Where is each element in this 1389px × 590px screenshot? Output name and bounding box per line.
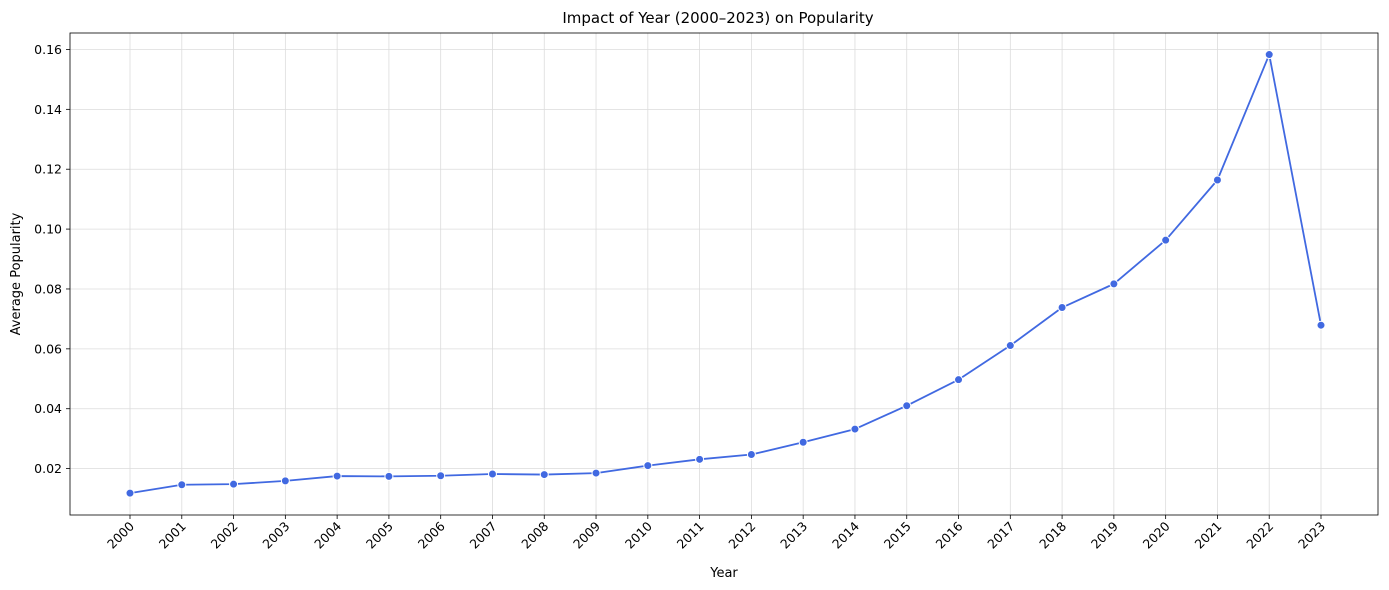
x-tick-label: 2021 [1191,519,1224,552]
data-point [643,461,653,471]
x-axis-ticks: 2000 2001 2002 2003 2004 2005 2006 2007 2008 2009… [104,515,1328,552]
data-point [177,480,187,490]
y-axis-ticks: 0.02 0.04 0.06 0.08 0.10 0.12 0.14 0.16 [34,42,70,476]
data-point [1057,303,1067,313]
y-tick-label: 0.16 [34,42,62,57]
x-tick-label: 2010 [622,518,655,551]
x-tick-label: 2012 [725,519,758,552]
x-tick-label: 2001 [156,519,189,552]
data-point [1109,279,1119,289]
x-tick-label: 2014 [829,518,862,551]
data-point [280,476,290,486]
x-tick-label: 2007 [466,519,499,552]
data-point [1264,50,1274,60]
x-tick-label: 2019 [1088,518,1121,551]
x-tick-label: 2009 [570,518,603,551]
x-tick-label: 2018 [1036,518,1069,551]
data-point [1161,235,1171,245]
x-axis-label: Year [709,566,738,581]
data-point [539,470,549,480]
y-tick-label: 0.06 [34,341,62,356]
data-point [591,468,601,478]
data-point [695,454,705,464]
x-tick-label: 2016 [933,518,966,551]
series-line [129,53,1322,495]
data-point [436,471,446,481]
data-point [384,471,394,481]
x-tick-label: 2023 [1295,519,1328,552]
y-tick-label: 0.10 [34,222,62,237]
series-layer [125,50,1326,498]
data-point [487,469,497,479]
x-tick-label: 2011 [674,519,707,552]
x-tick-label: 2005 [363,519,396,552]
data-point [798,437,808,447]
data-point [954,375,964,385]
data-point [1316,320,1326,330]
y-tick-label: 0.02 [34,461,62,476]
y-axis-label: Average Popularity [9,212,24,335]
x-tick-label: 2020 [1140,518,1173,551]
grid [70,33,1378,515]
x-tick-label: 2000 [104,518,137,551]
plot-area-frame [69,32,1379,516]
data-point [332,471,342,481]
y-tick-label: 0.08 [34,281,62,296]
x-tick-label: 2017 [984,519,1017,552]
y-tick-label: 0.04 [34,401,62,416]
data-point [850,424,860,434]
data-point [1212,175,1222,185]
y-tick-label: 0.14 [34,102,62,117]
data-point [125,488,135,498]
x-tick-label: 2003 [259,519,292,552]
x-tick-label: 2022 [1243,519,1276,552]
x-tick-label: 2002 [208,519,241,552]
x-tick-label: 2013 [777,519,810,552]
x-tick-label: 2004 [311,518,344,551]
x-tick-label: 2008 [518,518,551,551]
data-point [902,401,912,411]
y-tick-label: 0.12 [34,162,62,177]
x-tick-label: 2015 [881,519,914,552]
data-point [1005,341,1015,351]
data-point [746,450,756,460]
data-point [229,479,239,489]
x-tick-label: 2006 [415,518,448,551]
chart-title: Impact of Year (2000–2023) on Popularity [562,9,873,27]
